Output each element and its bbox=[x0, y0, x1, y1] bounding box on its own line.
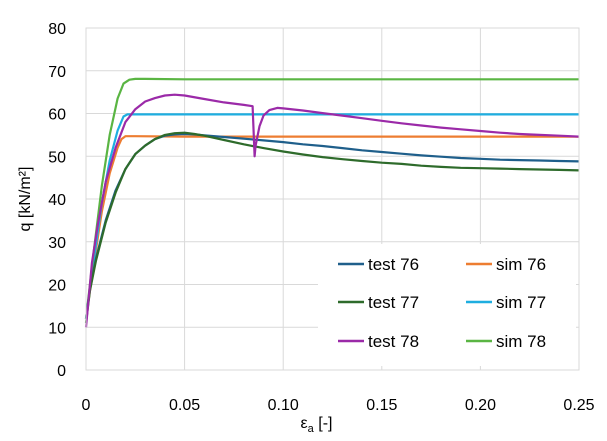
x-tick-label: 0.05 bbox=[169, 397, 200, 414]
x-tick-labels: 0 0.05 0.10 0.15 0.20 0.25 bbox=[82, 397, 595, 414]
series-line-test-77 bbox=[84, 131, 580, 324]
legend-label: test 76 bbox=[368, 255, 419, 274]
y-tick-label: 0 bbox=[57, 363, 66, 380]
y-tick-label: 10 bbox=[48, 320, 66, 337]
plot-area-frame bbox=[85, 27, 580, 371]
legend: test 76 sim 76 test 77 sim 77 test 78 sim 78 bbox=[318, 244, 576, 366]
x-axis-title-subscript: a bbox=[308, 423, 315, 435]
y-tick-labels: 0 10 20 30 40 50 60 70 80 bbox=[48, 21, 66, 380]
x-tick-label: 0.20 bbox=[465, 397, 496, 414]
y-tick-label: 70 bbox=[48, 64, 66, 81]
y-tick-label: 30 bbox=[48, 235, 66, 252]
x-tick-label: 0.15 bbox=[366, 397, 397, 414]
y-tick-label: 50 bbox=[48, 149, 66, 166]
series-line-test-78 bbox=[84, 93, 580, 328]
x-tick-label: 0.10 bbox=[268, 397, 299, 414]
x-axis-title-symbol: ε bbox=[301, 415, 308, 432]
series-group bbox=[84, 77, 580, 328]
y-tick-label: 40 bbox=[48, 192, 66, 209]
series-line-sim-78 bbox=[84, 77, 579, 319]
y-axis-title: q [kN/m²] bbox=[17, 167, 34, 232]
series-line-sim-76 bbox=[84, 135, 579, 319]
y-tick-label: 80 bbox=[48, 21, 66, 38]
legend-label: sim 76 bbox=[496, 255, 546, 274]
axes bbox=[85, 27, 580, 371]
x-axis-title-unit: [-] bbox=[314, 415, 333, 432]
y-tick-label: 20 bbox=[48, 278, 66, 295]
legend-label: sim 77 bbox=[496, 293, 546, 312]
x-tick-label: 0 bbox=[82, 397, 91, 414]
legend-label: sim 78 bbox=[496, 332, 546, 351]
legend-label: test 77 bbox=[368, 293, 419, 312]
legend-label: test 78 bbox=[368, 332, 419, 351]
x-tick-label: 0.25 bbox=[563, 397, 594, 414]
y-tick-label: 60 bbox=[48, 107, 66, 124]
x-axis-title: εa [-] bbox=[301, 415, 333, 435]
